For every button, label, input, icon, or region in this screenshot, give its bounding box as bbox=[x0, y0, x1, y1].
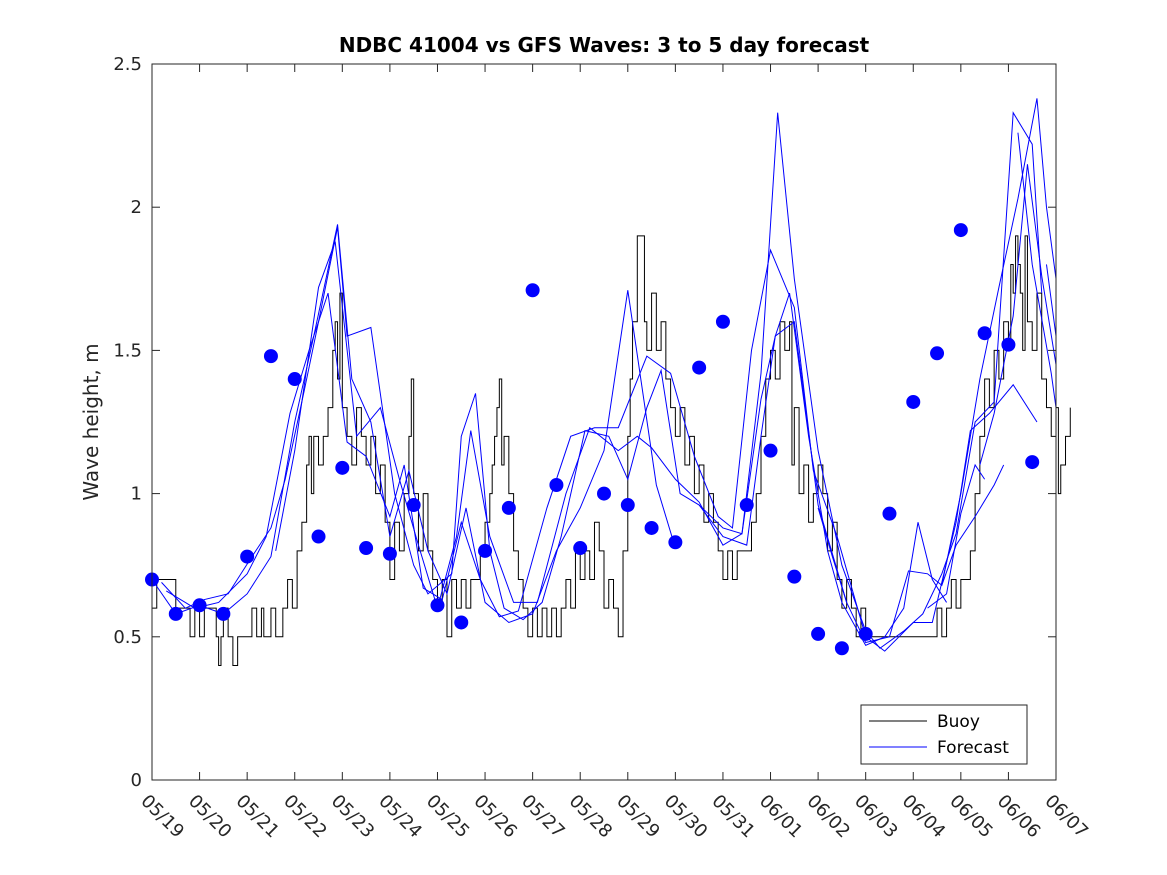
forecast-marker-7 bbox=[311, 529, 326, 544]
forecast-marker-23 bbox=[692, 360, 707, 375]
legend: Buoy Forecast bbox=[860, 704, 1028, 765]
legend-box bbox=[860, 704, 1028, 765]
y-tick-label: 1.5 bbox=[113, 340, 142, 361]
forecast-marker-32 bbox=[906, 394, 921, 409]
forecast-marker-31 bbox=[882, 506, 897, 521]
x-tick-label: 06/05 bbox=[945, 791, 997, 843]
forecast-line-0 bbox=[151, 224, 676, 624]
forecast-marker-3 bbox=[216, 606, 231, 621]
forecast-marker-16 bbox=[525, 283, 540, 298]
forecast-line-3 bbox=[275, 111, 1043, 649]
x-tick-label: 06/06 bbox=[993, 791, 1045, 843]
forecast-marker-14 bbox=[478, 543, 493, 558]
y-tick-label: 0 bbox=[131, 770, 142, 791]
x-tick-label: 05/26 bbox=[470, 791, 522, 843]
y-tick-label: 0.5 bbox=[113, 627, 142, 648]
forecast-marker-22 bbox=[668, 535, 683, 550]
y-tick-label: 2.5 bbox=[113, 54, 142, 75]
x-tick-label: 05/22 bbox=[279, 791, 331, 843]
forecast-marker-5 bbox=[263, 349, 278, 364]
forecast-marker-35 bbox=[977, 326, 992, 341]
buoy-series bbox=[152, 235, 1071, 666]
forecast-markers bbox=[145, 223, 1040, 656]
x-tick-label: 05/19 bbox=[136, 791, 188, 843]
forecast-marker-9 bbox=[359, 541, 374, 556]
legend-buoy-label: Buoy bbox=[937, 712, 980, 732]
forecast-marker-30 bbox=[858, 626, 873, 641]
y-axis-ticks: 0 0.5 1 1.5 2 2.5 bbox=[113, 54, 1056, 791]
x-tick-label: 06/07 bbox=[1040, 791, 1092, 843]
x-tick-label: 05/25 bbox=[422, 791, 474, 843]
forecast-marker-13 bbox=[454, 615, 469, 630]
forecast-marker-20 bbox=[620, 498, 635, 513]
forecast-line-2 bbox=[166, 248, 1038, 652]
chart-title: NDBC 41004 vs GFS Waves: 3 to 5 day fore… bbox=[339, 33, 870, 57]
forecast-marker-21 bbox=[644, 520, 659, 535]
forecast-marker-25 bbox=[739, 498, 754, 513]
plot-frame bbox=[151, 63, 1057, 781]
forecast-marker-29 bbox=[834, 641, 849, 656]
y-axis-label: Wave height, m bbox=[79, 343, 103, 500]
x-tick-label: 05/23 bbox=[327, 791, 379, 843]
forecast-marker-28 bbox=[811, 626, 826, 641]
y-tick-label: 2 bbox=[131, 197, 142, 218]
x-tick-label: 05/31 bbox=[707, 791, 759, 843]
x-tick-label: 05/20 bbox=[184, 791, 236, 843]
forecast-marker-11 bbox=[406, 498, 421, 513]
x-tick-label: 06/01 bbox=[755, 791, 807, 843]
forecast-marker-26 bbox=[763, 443, 778, 458]
forecast-marker-1 bbox=[168, 606, 183, 621]
forecast-marker-24 bbox=[715, 314, 730, 329]
x-tick-label: 06/03 bbox=[850, 791, 902, 843]
x-tick-label: 05/29 bbox=[612, 791, 664, 843]
x-tick-label: 05/21 bbox=[232, 791, 284, 843]
x-tick-label: 05/24 bbox=[374, 791, 426, 843]
forecast-marker-4 bbox=[240, 549, 255, 564]
forecast-line-6 bbox=[927, 463, 986, 609]
plot-area bbox=[152, 64, 1056, 780]
x-tick-label: 05/27 bbox=[517, 791, 569, 843]
forecast-marker-6 bbox=[287, 372, 302, 387]
forecast-marker-37 bbox=[1025, 455, 1040, 470]
x-tick-label: 05/28 bbox=[565, 791, 617, 843]
buoy-line bbox=[152, 235, 1071, 666]
forecast-marker-18 bbox=[573, 541, 588, 556]
forecast-marker-8 bbox=[335, 460, 350, 475]
legend-forecast-label: Forecast bbox=[937, 738, 1009, 758]
forecast-marker-15 bbox=[501, 500, 516, 515]
x-tick-label: 05/30 bbox=[660, 791, 712, 843]
forecast-marker-2 bbox=[192, 598, 207, 613]
forecast-marker-27 bbox=[787, 569, 802, 584]
forecast-marker-33 bbox=[930, 346, 945, 361]
forecast-marker-34 bbox=[953, 223, 968, 238]
y-tick-label: 1 bbox=[131, 484, 142, 505]
x-tick-label: 06/04 bbox=[898, 791, 950, 843]
forecast-marker-10 bbox=[382, 546, 397, 561]
forecast-line-5 bbox=[817, 464, 1005, 644]
x-tick-label: 06/02 bbox=[803, 791, 855, 843]
forecast-marker-17 bbox=[549, 478, 564, 493]
forecast-marker-36 bbox=[1001, 337, 1016, 352]
forecast-marker-19 bbox=[597, 486, 611, 501]
forecast-marker-12 bbox=[430, 598, 445, 613]
